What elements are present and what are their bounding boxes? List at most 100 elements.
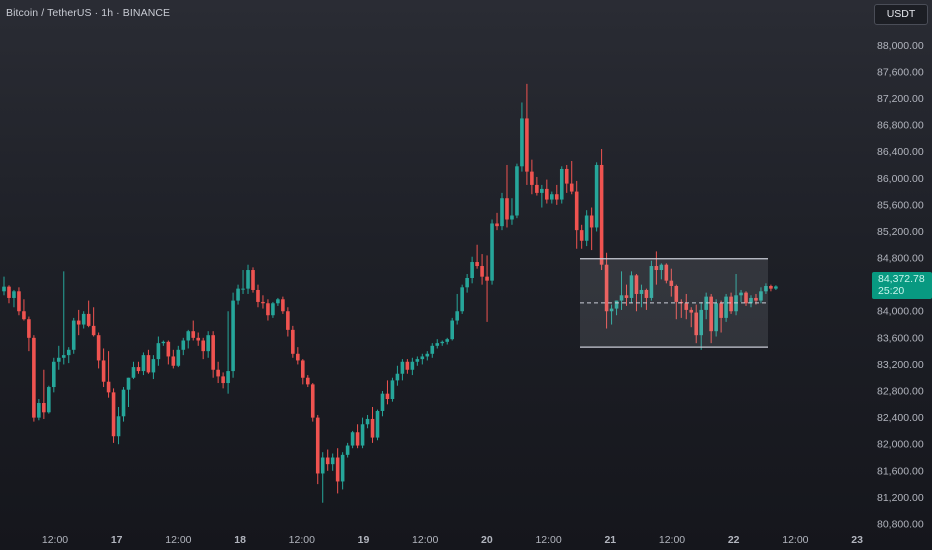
- candle: [221, 372, 225, 389]
- candle: [136, 361, 141, 374]
- candle: [550, 191, 554, 204]
- candle: [191, 320, 196, 341]
- candle: [400, 359, 405, 381]
- candle: [151, 355, 156, 380]
- candle: [101, 348, 106, 388]
- time-tick-label: 18: [234, 534, 246, 546]
- candle: [689, 307, 694, 328]
- candle: [176, 345, 181, 368]
- candle: [579, 224, 584, 249]
- candle: [435, 339, 440, 349]
- candle: [91, 307, 96, 337]
- currency-selector-button[interactable]: USDT: [874, 4, 928, 25]
- price-axis[interactable]: 88,000.00 87,600.00 87,200.00 86,800.00 86,4…: [877, 40, 924, 531]
- candle: [171, 349, 176, 369]
- candle: [261, 295, 265, 309]
- candle: [545, 179, 549, 204]
- candle: [116, 406, 121, 445]
- price-tick-label: 85,600.00: [877, 199, 924, 211]
- candle: [201, 337, 205, 360]
- candle: [440, 340, 445, 346]
- candle: [604, 252, 609, 329]
- candle: [56, 345, 61, 370]
- candle: [340, 452, 345, 490]
- candle: [325, 449, 330, 471]
- candle: [599, 149, 604, 271]
- candle: [315, 414, 320, 485]
- time-axis[interactable]: 12:00 17 12:00 18 12:00 19 12:00 20 12:00 21 12:00…: [42, 534, 863, 546]
- candle: [659, 263, 664, 280]
- candles-layer: [2, 83, 778, 503]
- candle: [460, 284, 464, 314]
- candle: [47, 385, 51, 414]
- candle: [231, 292, 235, 378]
- candle-countdown-timer: 25:20: [878, 285, 905, 297]
- candle: [206, 331, 210, 358]
- candle: [345, 442, 350, 458]
- time-tick-label: 12:00: [42, 534, 68, 546]
- symbol-title: Bitcoin / TetherUS · 1h · BINANCE: [6, 7, 171, 19]
- candle: [276, 297, 280, 306]
- candle: [166, 340, 171, 365]
- candle: [37, 399, 41, 421]
- candle: [709, 293, 713, 344]
- candle: [385, 380, 390, 405]
- time-tick-label: 17: [111, 534, 123, 546]
- candle: [360, 417, 365, 449]
- candle: [211, 331, 215, 378]
- candle: [161, 340, 166, 346]
- candle: [106, 351, 111, 398]
- candle: [430, 343, 435, 358]
- time-tick-label: 12:00: [782, 534, 808, 546]
- candle: [574, 180, 579, 249]
- candle: [470, 256, 474, 284]
- candle: [629, 271, 634, 304]
- candle: [216, 361, 220, 384]
- candle: [96, 332, 101, 369]
- candle: [380, 391, 385, 417]
- candle: [390, 377, 395, 402]
- candle: [141, 352, 146, 376]
- candle: [589, 207, 594, 251]
- candle: [405, 359, 410, 374]
- candle: [654, 251, 659, 285]
- candle: [490, 219, 494, 285]
- candle: [664, 263, 669, 284]
- candle: [226, 311, 230, 394]
- price-tick-label: 83,200.00: [877, 359, 924, 371]
- price-tick-label: 87,200.00: [877, 93, 924, 105]
- candle: [310, 383, 315, 422]
- candle: [699, 301, 703, 350]
- price-tick-label: 85,200.00: [877, 226, 924, 238]
- candle: [266, 299, 270, 321]
- candle: [425, 351, 430, 361]
- price-tick-label: 88,000.00: [877, 40, 924, 52]
- candle: [475, 244, 479, 269]
- candle: [76, 309, 81, 336]
- candle: [674, 284, 679, 320]
- candle: [480, 254, 484, 285]
- candle: [609, 304, 614, 325]
- price-tick-label: 86,000.00: [877, 173, 924, 185]
- candle: [540, 184, 544, 208]
- range-box-layer: [580, 258, 768, 348]
- price-tick-label: 86,800.00: [877, 120, 924, 132]
- price-tick-label: 82,400.00: [877, 412, 924, 424]
- candle: [495, 212, 499, 231]
- candle: [52, 357, 56, 393]
- candle: [455, 293, 459, 325]
- candle: [624, 284, 629, 306]
- candle: [619, 271, 624, 310]
- candle: [559, 166, 564, 204]
- price-tick-label: 87,600.00: [877, 66, 924, 78]
- time-tick-label: 12:00: [165, 534, 191, 546]
- candle: [251, 267, 255, 293]
- candle: [724, 293, 728, 322]
- time-tick-label: 22: [728, 534, 740, 546]
- price-tick-label: 86,400.00: [877, 146, 924, 158]
- candle: [729, 292, 733, 314]
- candle: [7, 285, 11, 304]
- candle: [415, 356, 420, 366]
- candle: [121, 387, 126, 422]
